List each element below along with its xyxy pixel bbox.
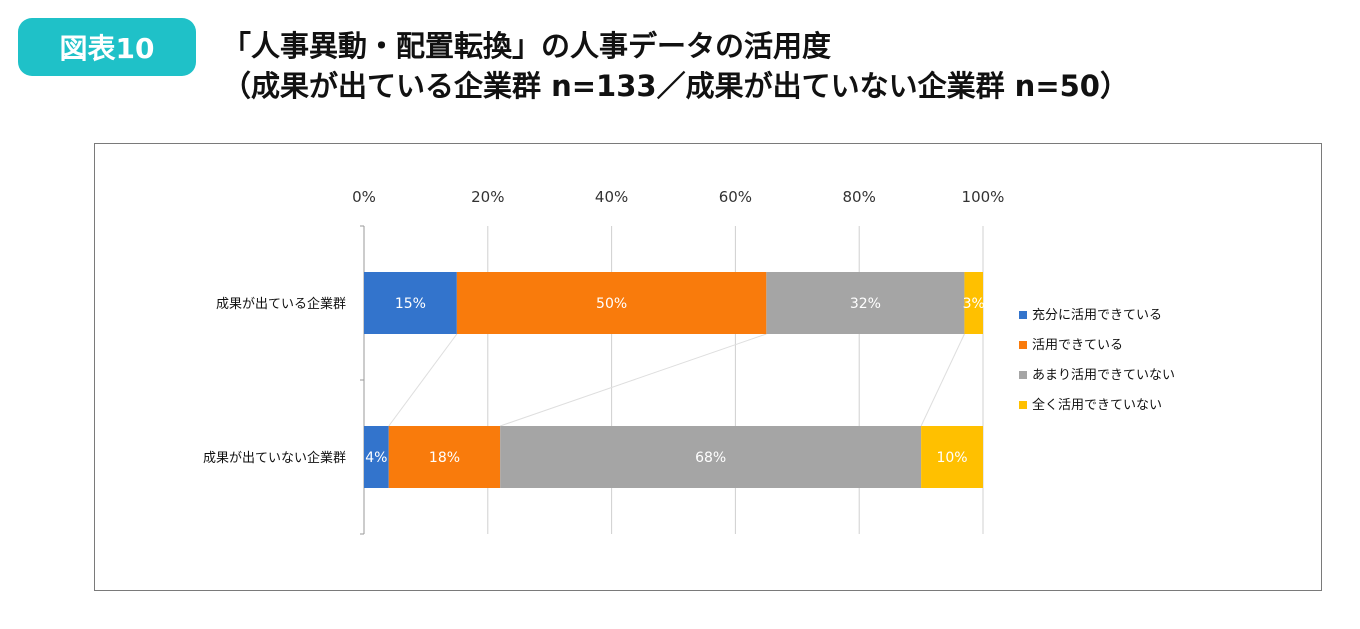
series-line-1 xyxy=(500,333,767,427)
legend-label-1: 活用できている xyxy=(1032,338,1123,353)
bar-segment-1-3 xyxy=(921,426,983,488)
x-tick-label-0: 0% xyxy=(352,188,376,206)
legend-swatch-0 xyxy=(1019,311,1027,319)
data-label-1-1: 18% xyxy=(429,450,460,466)
data-label-0-2: 32% xyxy=(850,296,881,312)
figure-number-badge: 図表10 xyxy=(18,18,196,76)
x-tick-label-2: 40% xyxy=(595,188,628,206)
chart-title: 「人事異動・配置転換」の人事データの活用度 （成果が出ている企業群 n=133／… xyxy=(222,26,1129,106)
stacked-bar-chart: 0% 20% 40% 60% 80% 100% 15% 50% 32% 3% 成果が出ている企業群 4… xyxy=(203,188,1175,535)
legend-label-3: 全く活用できていない xyxy=(1032,397,1162,413)
bar-segment-0-2 xyxy=(766,272,965,334)
title-line-2: （成果が出ている企業群 n=133／成果が出ていない企業群 n=50） xyxy=(222,69,1129,103)
x-tick-label-1: 20% xyxy=(471,188,504,206)
x-tick-label-5: 100% xyxy=(962,188,1005,206)
category-label-0: 成果が出ている企業群 xyxy=(216,296,346,312)
bar-segment-0-0 xyxy=(364,272,457,334)
x-tick-label-3: 60% xyxy=(719,188,752,206)
data-label-0-3: 3% xyxy=(963,296,985,312)
data-label-1-2: 68% xyxy=(695,450,726,466)
bar-segment-1-1 xyxy=(388,426,501,488)
series-line-0 xyxy=(388,333,458,427)
x-tick-label-4: 80% xyxy=(843,188,876,206)
legend-swatch-1 xyxy=(1019,341,1027,349)
bar-segment-0-3 xyxy=(964,272,983,334)
data-label-0-0: 15% xyxy=(395,296,426,312)
bar-segment-0-1 xyxy=(456,272,767,334)
legend-label-0: 充分に活用できている xyxy=(1032,307,1162,323)
series-line-2 xyxy=(920,333,965,427)
legend-label-2: あまり活用できていない xyxy=(1032,368,1175,383)
legend-swatch-3 xyxy=(1019,401,1027,409)
bar-segment-1-0 xyxy=(364,426,389,488)
data-label-1-3: 10% xyxy=(936,450,967,466)
data-label-1-0: 4% xyxy=(365,450,387,466)
category-label-1: 成果が出ていない企業群 xyxy=(203,450,346,466)
title-line-1: 「人事異動・配置転換」の人事データの活用度 xyxy=(222,29,832,63)
data-label-0-1: 50% xyxy=(596,296,627,312)
bar-segment-1-2 xyxy=(500,426,922,488)
chart-frame: 0% 20% 40% 60% 80% 100% 15% 50% 32% 3% 成果が出ている企業群 4… xyxy=(94,143,1322,591)
legend-swatch-2 xyxy=(1019,371,1027,379)
